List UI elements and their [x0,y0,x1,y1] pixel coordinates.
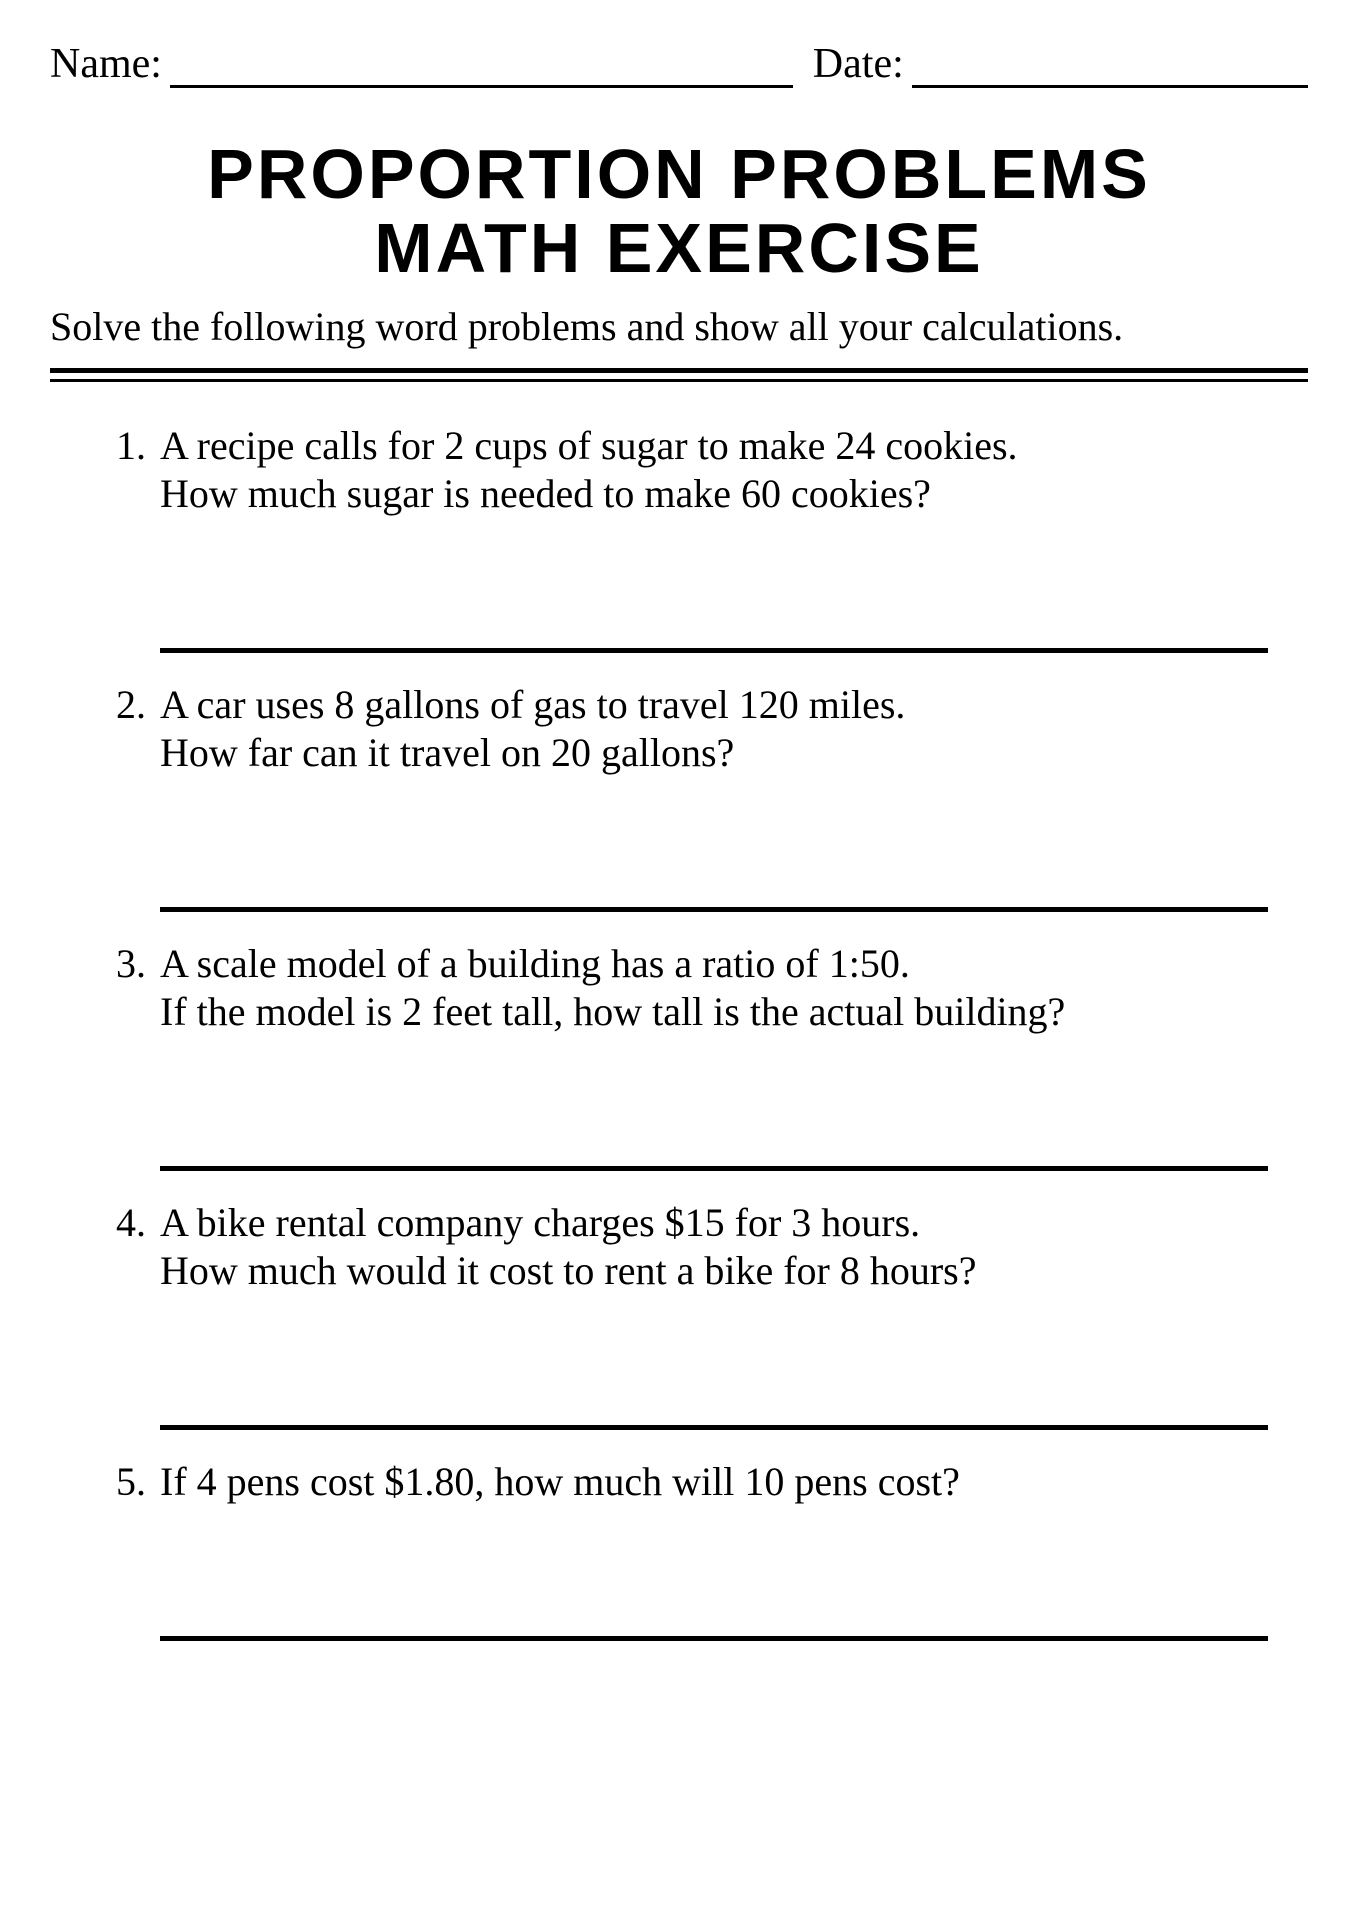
problem-text-line: How much sugar is needed to make 60 cook… [160,470,1278,518]
problem-text-line: A car uses 8 gallons of gas to travel 12… [160,681,1278,729]
problem-item: 5. If 4 pens cost $1.80, how much will 1… [100,1458,1278,1669]
answer-space[interactable] [160,777,1278,907]
problem-number: 3. [100,940,160,1199]
worksheet-subtitle: Solve the following word problems and sh… [50,303,1308,350]
problem-number: 1. [100,422,160,681]
double-rule [50,368,1308,382]
problem-text-line: How far can it travel on 20 gallons? [160,729,1278,777]
problem-body: A bike rental company charges $15 for 3 … [160,1199,1278,1458]
title-line-2: MATH EXERCISE [50,212,1308,286]
problem-text-line: If 4 pens cost $1.80, how much will 10 p… [160,1458,1278,1506]
name-blank[interactable] [170,46,793,88]
problem-text-line: A bike rental company charges $15 for 3 … [160,1199,1278,1247]
problem-item: 1. A recipe calls for 2 cups of sugar to… [100,422,1278,681]
answer-rule [160,1166,1268,1171]
answer-space[interactable] [160,518,1278,648]
problem-item: 2. A car uses 8 gallons of gas to travel… [100,681,1278,940]
answer-rule [160,1636,1268,1641]
name-label: Name: [50,40,162,88]
problem-text-line: A scale model of a building has a ratio … [160,940,1278,988]
problem-text-line: How much would it cost to rent a bike fo… [160,1247,1278,1295]
answer-rule [160,1425,1268,1430]
problem-body: If 4 pens cost $1.80, how much will 10 p… [160,1458,1278,1669]
date-field: Date: [813,40,1308,88]
answer-space[interactable] [160,1036,1278,1166]
worksheet-title: PROPORTION PROBLEMS MATH EXERCISE [50,138,1308,285]
answer-space[interactable] [160,1506,1278,1636]
problem-text-line: A recipe calls for 2 cups of sugar to ma… [160,422,1278,470]
problem-number: 4. [100,1199,160,1458]
problem-item: 3. A scale model of a building has a rat… [100,940,1278,1199]
problem-body: A car uses 8 gallons of gas to travel 12… [160,681,1278,940]
problem-body: A recipe calls for 2 cups of sugar to ma… [160,422,1278,681]
title-line-1: PROPORTION PROBLEMS [50,138,1308,212]
problems-list: 1. A recipe calls for 2 cups of sugar to… [50,422,1308,1669]
problem-item: 4. A bike rental company charges $15 for… [100,1199,1278,1458]
problem-text-line: If the model is 2 feet tall, how tall is… [160,988,1278,1036]
answer-rule [160,648,1268,653]
name-field: Name: [50,40,793,88]
problem-body: A scale model of a building has a ratio … [160,940,1278,1199]
header-line: Name: Date: [50,40,1308,88]
answer-rule [160,907,1268,912]
answer-space[interactable] [160,1295,1278,1425]
date-label: Date: [813,40,904,88]
date-blank[interactable] [912,46,1308,88]
problem-number: 2. [100,681,160,940]
problem-number: 5. [100,1458,160,1669]
